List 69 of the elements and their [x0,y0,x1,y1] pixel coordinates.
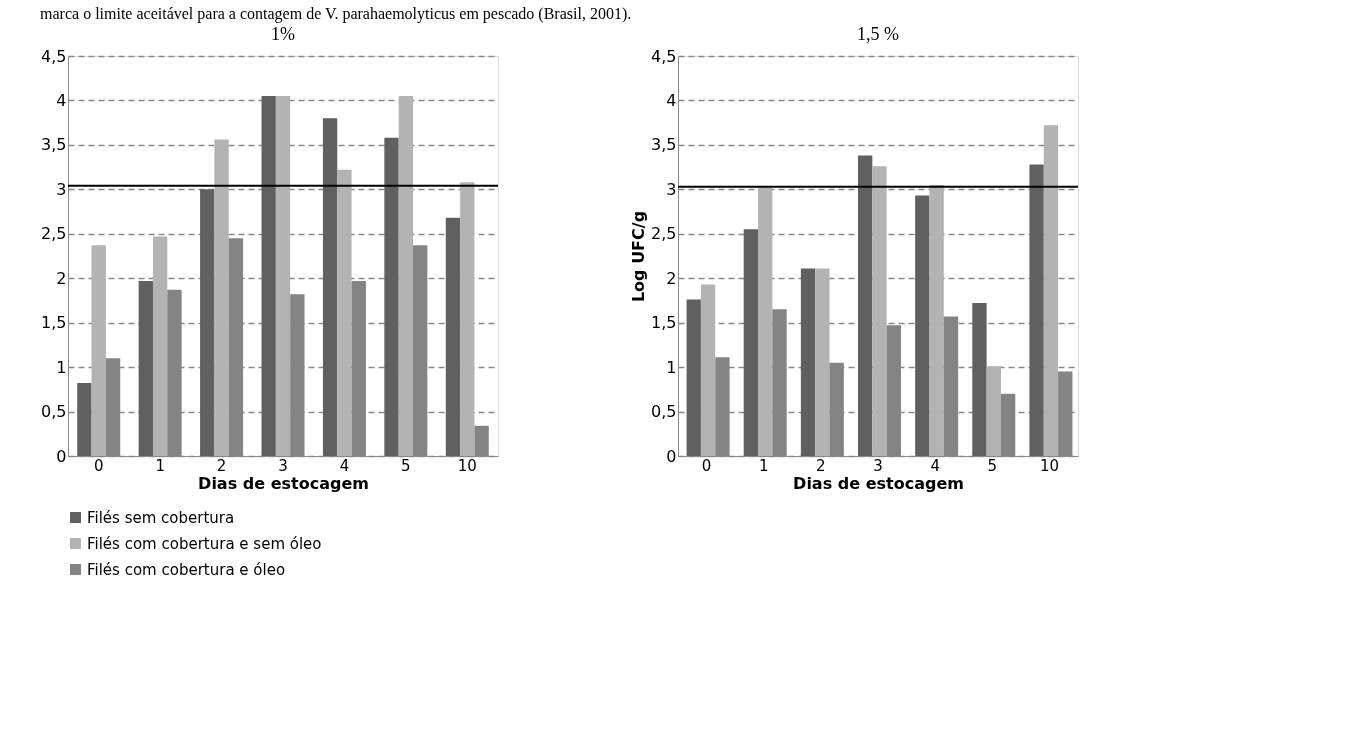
x-tick-label: 10 [1039,456,1059,475]
y-tick-label: 1,5 [41,313,67,333]
bar [986,366,1001,456]
x-tick-label: 3 [873,456,883,475]
y-tick-label: 0,5 [41,402,67,422]
y-tick-label: 1,5 [651,313,677,333]
y-tick-label: 1 [56,357,67,377]
bar [398,96,414,456]
y-tick-label: 3,5 [651,135,677,155]
x-tick-label: 4 [930,456,940,475]
y-tick-label: 1 [666,357,677,377]
y-tick-label: 3 [666,179,677,199]
bar [152,236,168,456]
y-tick-label: 4 [56,90,67,110]
bar [275,96,291,456]
bar [929,184,944,456]
y-axis-title: Log UFC/g [629,210,649,303]
bar [972,303,987,456]
x-tick-label: 3 [278,456,288,475]
x-tick-label: 0 [93,456,104,475]
bar [758,187,773,456]
bar [686,299,701,456]
y-tick-label: 2,5 [41,224,67,244]
bar [384,137,399,456]
bar [322,118,338,456]
text: marca o limite aceitável para a contagem de V. parahaemolyticus em pescado (Brasil, 2001). [40,4,632,23]
x-tick-label: 1 [758,456,769,475]
bar [815,268,830,456]
x-tick-label: 0 [701,456,712,475]
bar [261,96,276,456]
bar [700,284,716,456]
y-tick-label: 2 [56,268,67,288]
legend-label: Filés sem cobertura [87,508,235,527]
y-tick-label: 2 [666,268,677,288]
bar [460,182,475,456]
bar [743,229,759,456]
bar [1043,125,1059,456]
x-tick-label: 1 [155,456,165,475]
bar [91,245,106,456]
x-tick-label: 2 [816,456,826,475]
x-tick-label: 4 [339,456,350,475]
y-tick-label: 3 [56,179,67,199]
y-tick-label: 4 [666,90,677,110]
x-tick-label: 2 [216,456,227,475]
bar [214,139,229,456]
chart-title: 1% [271,24,295,44]
y-tick-label: 3,5 [41,135,67,155]
bar [872,166,887,456]
y-tick-label: 4,5 [41,46,67,66]
bar [138,280,153,456]
chart-title: 1,5 % [857,24,899,44]
x-tick-label: 10 [457,456,477,475]
bar [800,268,816,456]
bar [445,217,461,456]
y-tick-label: 4,5 [651,46,677,66]
legend-label: Filés com cobertura e sem óleo [87,534,322,553]
x-axis-title: Dias de estocagem [793,473,964,493]
x-axis-title: Dias de estocagem [198,473,369,493]
bar [915,195,930,456]
y-tick-label: 0,5 [651,402,677,422]
y-tick-label: 2,5 [651,224,677,244]
bar [200,189,215,456]
legend-label: Filés com cobertura e óleo [87,560,286,579]
x-tick-label: 5 [401,456,411,475]
bar [858,155,873,456]
x-tick-label: 5 [987,456,998,475]
bar [337,169,352,456]
bar [1029,164,1044,456]
bar [77,383,92,456]
